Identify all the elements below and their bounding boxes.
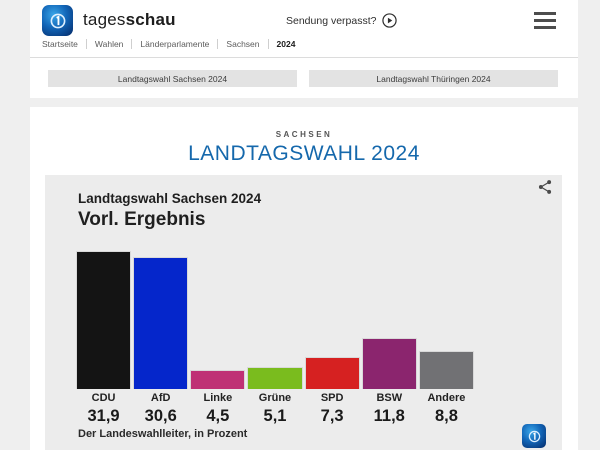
globe-icon <box>50 13 65 28</box>
bar-column-spd: SPD 7,3 <box>304 251 361 426</box>
bar-column-andere: Andere 8,8 <box>418 251 475 426</box>
tagesschau-globe-icon <box>522 424 546 448</box>
breadcrumb: Startseite Wahlen Länderparlamente Sachs… <box>30 38 578 58</box>
bar-grüne <box>247 367 303 389</box>
sendung-verpasst-link[interactable]: Sendung verpasst? <box>286 13 398 28</box>
bar-afd <box>133 257 189 389</box>
brand-bold: schau <box>125 10 176 29</box>
brand-wordmark[interactable]: tagesschau <box>83 10 176 30</box>
brand-row: tagesschau Sendung verpasst? <box>30 0 578 42</box>
bar-column-cdu: CDU 31,9 <box>75 251 132 426</box>
main-content: SACHSEN LANDTAGSWAHL 2024 Landtagswahl S… <box>30 107 578 450</box>
chart-title: Vorl. Ergebnis <box>78 209 206 230</box>
site-header: tagesschau Sendung verpasst? Startseite … <box>30 0 578 98</box>
bar-label-spd: SPD <box>320 392 344 404</box>
bar-column-afd: AfD 30,6 <box>132 251 189 426</box>
result-chart-card: Landtagswahl Sachsen 2024 Vorl. Ergebnis… <box>45 175 562 450</box>
tab-landtagswahl-thueringen[interactable]: Landtagswahl Thüringen 2024 <box>309 70 558 87</box>
bar-value-cdu: 31,9 <box>87 407 120 425</box>
bar-linke <box>190 370 246 389</box>
breadcrumb-wahlen[interactable]: Wahlen <box>87 38 133 49</box>
globe-icon <box>528 430 540 442</box>
play-circle-icon[interactable] <box>382 13 398 28</box>
bar-column-bsw: BSW 11,8 <box>361 251 418 426</box>
chart-subtitle: Landtagswahl Sachsen 2024 <box>78 191 262 206</box>
page-title: LANDTAGSWAHL 2024 <box>188 142 420 165</box>
bar-column-grüne: Grüne 5,1 <box>246 251 303 426</box>
bar-label-afd: AfD <box>150 392 171 404</box>
breadcrumb-startseite[interactable]: Startseite <box>42 38 87 49</box>
bar-label-cdu: CDU <box>91 392 116 404</box>
kicker-sachsen: SACHSEN <box>275 130 333 139</box>
bar-column-linke: Linke 4,5 <box>189 251 246 426</box>
bar-chart: CDU 31,9 AfD 30,6 Linke 4,5 Grüne 5,1 SPD 7,3 BSW 1… <box>75 251 475 426</box>
breadcrumb-sachsen[interactable]: Sachsen <box>218 38 269 49</box>
chart-source: Der Landeswahlleiter, in Prozent <box>78 428 248 440</box>
bar-spd <box>304 357 360 389</box>
bar-value-grüne: 5,1 <box>263 407 287 425</box>
bar-cdu <box>76 251 132 389</box>
bar-value-bsw: 11,8 <box>373 407 405 425</box>
bar-andere <box>418 351 474 389</box>
hamburger-menu-icon[interactable] <box>534 12 556 29</box>
bar-label-bsw: BSW <box>376 392 403 404</box>
bar-value-andere: 8,8 <box>434 407 458 425</box>
election-tabs: Landtagswahl Sachsen 2024 Landtagswahl T… <box>30 58 578 87</box>
share-icon[interactable] <box>536 178 554 196</box>
bar-value-linke: 4,5 <box>206 407 230 425</box>
brand-regular: tages <box>83 10 126 29</box>
breadcrumb-2024[interactable]: 2024 <box>276 38 296 49</box>
bar-label-grüne: Grüne <box>258 392 292 404</box>
bar-label-linke: Linke <box>203 392 233 404</box>
bar-bsw <box>361 338 417 389</box>
tab-landtagswahl-sachsen[interactable]: Landtagswahl Sachsen 2024 <box>48 70 297 87</box>
sendung-verpasst-label: Sendung verpasst? <box>286 14 377 27</box>
tagesschau-globe-icon[interactable] <box>42 5 73 36</box>
bar-value-spd: 7,3 <box>320 407 344 425</box>
breadcrumb-laenderparlamente[interactable]: Länderparlamente <box>132 38 219 49</box>
bar-label-andere: Andere <box>427 392 466 404</box>
bar-value-afd: 30,6 <box>144 407 177 425</box>
